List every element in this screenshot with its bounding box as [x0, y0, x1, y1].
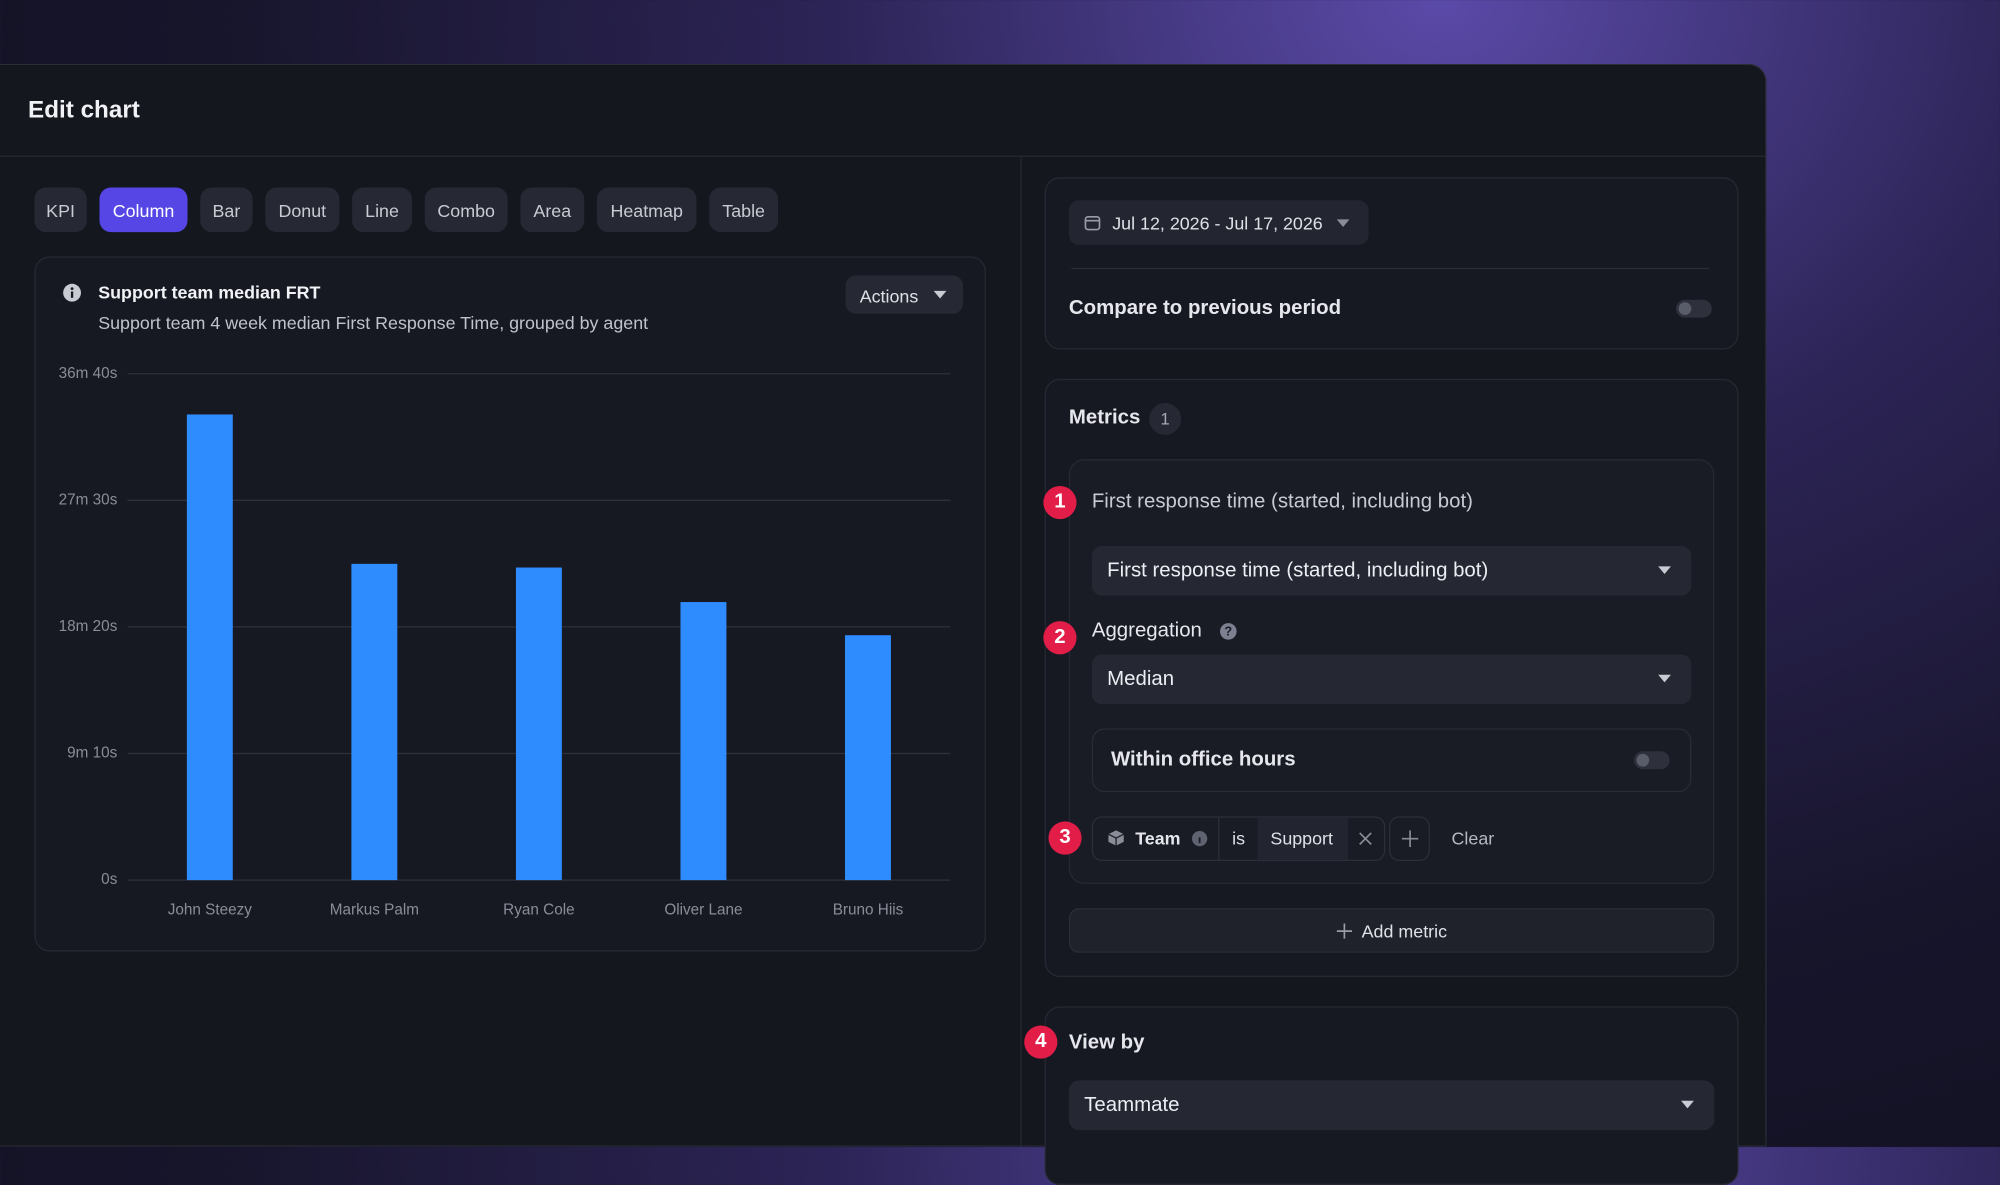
- view-by-dropdown[interactable]: Teammate: [1068, 1080, 1715, 1131]
- metric-name: First response time (started, including …: [1091, 491, 1473, 513]
- clear-button[interactable]: Clear: [1451, 827, 1495, 849]
- office-hours-toggle[interactable]: [1633, 751, 1670, 770]
- y-tick-label: 36m 40s: [59, 365, 118, 382]
- divider: [0, 155, 1766, 157]
- chart-title: Support team median FRT: [98, 281, 321, 303]
- chart: 0s 9m 10s 18m 20s 27m 30s 36m 40s John Steezy…: [59, 365, 951, 919]
- filter-operator: is: [1232, 827, 1246, 849]
- step-marker: 2: [1043, 621, 1077, 655]
- x-tick-label: Ryan Cole: [503, 902, 574, 919]
- view-by-value: Teammate: [1084, 1093, 1180, 1116]
- chart-card: Support team median FRT Support team 4 w…: [34, 256, 986, 952]
- bar: [680, 602, 727, 881]
- chart-type-tab[interactable]: Column: [99, 187, 188, 233]
- actions-label: Actions: [859, 285, 919, 307]
- filter-field: Team: [1135, 827, 1181, 849]
- calendar-icon: [1084, 216, 1101, 231]
- office-hours-box: [1091, 728, 1692, 793]
- aggregation-label: Aggregation: [1091, 619, 1202, 642]
- page-title: Edit chart: [28, 96, 140, 124]
- chart-type-tab[interactable]: Line: [352, 187, 412, 233]
- metrics-title: Metrics: [1068, 406, 1141, 429]
- filter-chip: [1091, 816, 1386, 861]
- step-marker: 4: [1024, 1025, 1058, 1059]
- info-icon: [63, 283, 81, 302]
- metric-field-dropdown[interactable]: First response time (started, including …: [1091, 545, 1692, 596]
- date-range: Jul 12, 2026 - Jul 17, 2026: [1112, 213, 1323, 234]
- bar: [845, 635, 891, 881]
- chart-type-tab[interactable]: Table: [709, 187, 779, 233]
- y-tick-label: 0s: [101, 871, 118, 888]
- step-marker: 3: [1048, 821, 1082, 855]
- help-icon: ?: [1220, 623, 1237, 640]
- bar: [186, 414, 233, 881]
- chart-type-tab[interactable]: Donut: [265, 187, 340, 233]
- remove-icon[interactable]: [1358, 832, 1372, 846]
- chart-type-tab[interactable]: Combo: [424, 187, 508, 233]
- filter-value-bg: [1257, 817, 1349, 860]
- chart-subtitle: Support team 4 week median First Respons…: [98, 312, 649, 333]
- add-filter-button[interactable]: [1389, 816, 1430, 861]
- divider: [1071, 267, 1710, 270]
- chart-type-tab[interactable]: Bar: [200, 187, 253, 233]
- compare-label: Compare to previous period: [1068, 297, 1342, 319]
- x-tick-label: Bruno Hiis: [833, 902, 904, 919]
- y-tick-label: 27m 30s: [59, 491, 118, 508]
- metrics-count: 1: [1149, 403, 1182, 435]
- metric-field: First response time (started, including …: [1107, 559, 1489, 581]
- x-tick-label: John Steezy: [168, 902, 253, 919]
- date-range-button[interactable]: Jul 12, 2026 - Jul 17, 2026: [1068, 200, 1369, 245]
- chart-type-tab[interactable]: Area: [520, 187, 585, 233]
- bar: [515, 567, 562, 881]
- y-tick-label: 9m 10s: [67, 745, 118, 762]
- x-tick-label: Markus Palm: [330, 902, 419, 919]
- step-marker: 1: [1043, 485, 1077, 520]
- info-icon: [1191, 830, 1208, 847]
- bar: [351, 563, 398, 881]
- y-tick-label: 18m 20s: [59, 618, 118, 635]
- aggregation: Median: [1107, 667, 1175, 690]
- view-by-title: View by: [1068, 1031, 1145, 1054]
- add-metric-label: Add metric: [1361, 920, 1448, 941]
- office-hours-label: Within office hours: [1110, 748, 1296, 771]
- chart-type-tab[interactable]: Heatmap: [596, 187, 697, 233]
- team-icon: [1108, 830, 1125, 846]
- divider: [1020, 156, 1022, 1147]
- svg-text:?: ?: [1224, 623, 1232, 638]
- actions-button[interactable]: Actions: [845, 275, 964, 314]
- add-metric-button[interactable]: Add metric: [1068, 908, 1715, 953]
- chart-type-tab[interactable]: KPI: [34, 187, 87, 233]
- aggregation-dropdown[interactable]: Median: [1091, 654, 1692, 705]
- app: Edit chart Support team median FRT Suppo…: [0, 63, 1767, 1185]
- x-tick-label: Oliver Lane: [664, 902, 742, 919]
- compare-toggle[interactable]: [1676, 299, 1712, 318]
- divider: [1218, 817, 1220, 860]
- filter-value[interactable]: Support: [1270, 827, 1333, 849]
